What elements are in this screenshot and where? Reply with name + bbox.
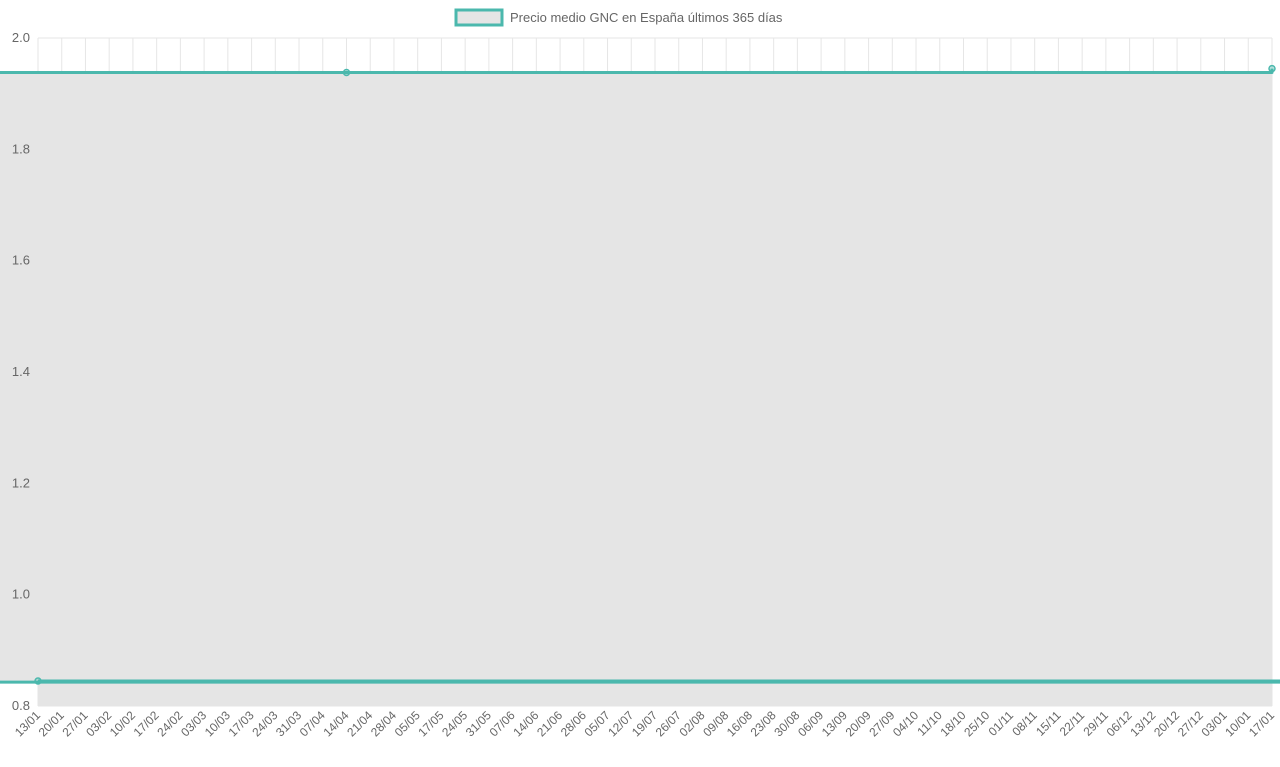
x-tick-label: 17/02 bbox=[131, 708, 162, 739]
y-tick-label: 0.8 bbox=[12, 698, 30, 713]
y-axis: 0.8 1.0 1.2 1.4 1.6 1.8 2.0 bbox=[12, 30, 30, 713]
x-tick-label: 20/12 bbox=[1151, 708, 1182, 739]
x-tick-label: 12/07 bbox=[605, 708, 636, 739]
x-axis: 13/0120/0127/0103/0210/0217/0224/0203/03… bbox=[12, 708, 1277, 739]
x-tick-label: 15/11 bbox=[1033, 708, 1064, 739]
x-tick-label: 13/09 bbox=[819, 708, 850, 739]
x-tick-label: 30/08 bbox=[771, 708, 802, 739]
x-tick-label: 05/05 bbox=[392, 708, 423, 739]
x-tick-label: 25/10 bbox=[961, 708, 992, 739]
x-tick-label: 29/11 bbox=[1081, 708, 1112, 739]
x-tick-label: 17/05 bbox=[415, 708, 446, 739]
x-tick-label: 27/01 bbox=[59, 708, 90, 739]
x-tick-label: 10/03 bbox=[202, 708, 233, 739]
x-tick-label: 03/02 bbox=[83, 708, 114, 739]
x-tick-label: 24/03 bbox=[249, 708, 280, 739]
x-tick-label: 18/10 bbox=[937, 708, 968, 739]
x-tick-label: 14/04 bbox=[320, 708, 351, 739]
x-tick-label: 05/07 bbox=[582, 708, 613, 739]
x-tick-label: 11/10 bbox=[914, 708, 945, 739]
y-tick-label: 1.6 bbox=[12, 253, 30, 268]
x-tick-label: 10/02 bbox=[107, 708, 138, 739]
legend-swatch[interactable] bbox=[454, 8, 504, 27]
x-tick-label: 21/04 bbox=[344, 708, 375, 739]
x-tick-label: 09/08 bbox=[700, 708, 731, 739]
y-tick-label: 2.0 bbox=[12, 30, 30, 45]
data-point bbox=[342, 68, 351, 77]
x-tick-label: 04/10 bbox=[890, 708, 921, 739]
x-tick-label: 26/07 bbox=[653, 708, 684, 739]
x-tick-label: 23/08 bbox=[748, 708, 779, 739]
x-tick-label: 21/06 bbox=[534, 708, 565, 739]
legend[interactable]: Precio medio GNC en España últimos 365 d… bbox=[454, 8, 783, 27]
x-tick-label: 01/11 bbox=[986, 708, 1017, 739]
y-tick-label: 1.8 bbox=[12, 141, 30, 156]
x-tick-label: 24/02 bbox=[154, 708, 185, 739]
x-tick-label: 27/12 bbox=[1175, 708, 1206, 739]
x-tick-label: 02/08 bbox=[676, 708, 707, 739]
x-tick-label: 31/05 bbox=[463, 708, 494, 739]
x-tick-label: 17/03 bbox=[226, 708, 257, 739]
y-tick-label: 1.2 bbox=[12, 475, 30, 490]
y-tick-label: 1.4 bbox=[12, 364, 30, 379]
x-tick-label: 28/06 bbox=[558, 708, 589, 739]
x-tick-label: 07/06 bbox=[487, 708, 518, 739]
x-tick-label: 08/11 bbox=[1009, 708, 1040, 739]
x-tick-label: 24/05 bbox=[439, 708, 470, 739]
x-tick-label: 13/12 bbox=[1127, 708, 1158, 739]
x-tick-label: 10/01 bbox=[1222, 708, 1253, 739]
x-tick-label: 27/09 bbox=[866, 708, 897, 739]
x-tick-label: 31/03 bbox=[273, 708, 304, 739]
x-tick-label: 06/09 bbox=[795, 708, 826, 739]
data-points bbox=[34, 64, 1276, 685]
data-point bbox=[1268, 64, 1276, 73]
x-tick-label: 16/08 bbox=[724, 708, 755, 739]
x-tick-label: 28/04 bbox=[368, 708, 399, 739]
x-tick-label: 14/06 bbox=[510, 708, 541, 739]
x-tick-label: 20/09 bbox=[843, 708, 874, 739]
series-area bbox=[0, 68, 1280, 706]
data-point bbox=[34, 677, 42, 685]
legend-label[interactable]: Precio medio GNC en España últimos 365 d… bbox=[510, 10, 783, 25]
x-tick-label: 03/01 bbox=[1199, 708, 1230, 739]
x-tick-label: 07/04 bbox=[297, 708, 328, 739]
y-tick-label: 1.0 bbox=[12, 587, 30, 602]
x-tick-label: 20/01 bbox=[36, 708, 67, 739]
x-tick-label: 19/07 bbox=[629, 708, 660, 739]
x-tick-label: 17/01 bbox=[1246, 708, 1277, 739]
x-tick-label: 22/11 bbox=[1057, 708, 1088, 739]
x-tick-label: 03/03 bbox=[178, 708, 209, 739]
x-tick-label: 06/12 bbox=[1104, 708, 1135, 739]
